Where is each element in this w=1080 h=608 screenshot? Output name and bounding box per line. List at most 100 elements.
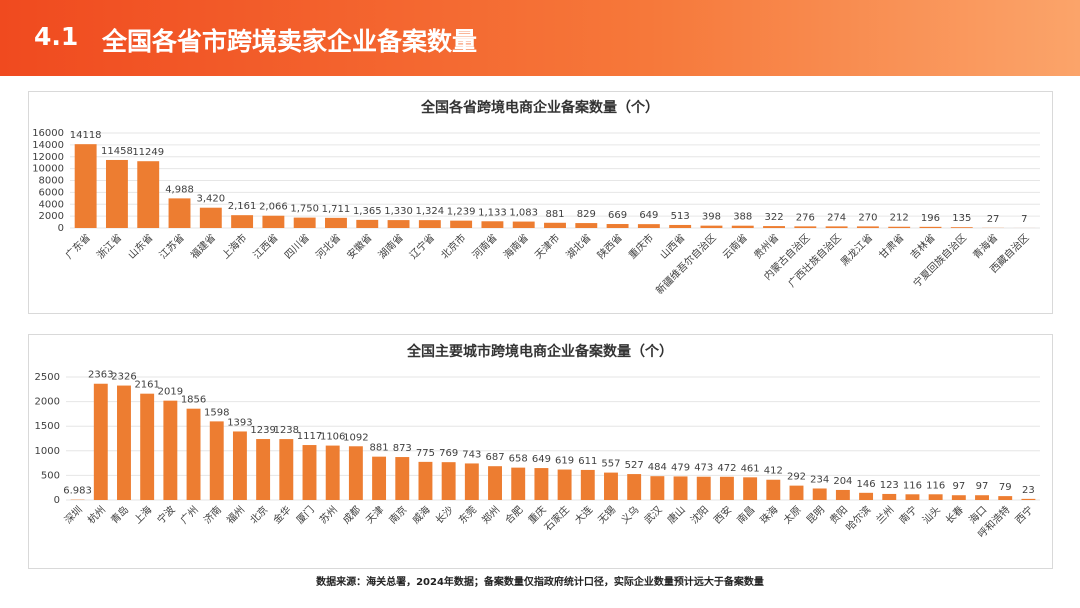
- value-label: 270: [858, 212, 877, 223]
- bar: [975, 495, 989, 500]
- bar: [1021, 498, 1036, 500]
- bar: [580, 469, 595, 500]
- value-label: 123: [880, 480, 899, 491]
- value-label: 11458: [101, 146, 133, 157]
- x-tick-label: 武汉: [641, 503, 664, 526]
- bar: [168, 198, 191, 228]
- x-tick-label: 昆明: [804, 504, 827, 527]
- x-tick-label: 山东省: [125, 231, 155, 261]
- bar: [650, 476, 665, 500]
- y-tick-label: 2000: [35, 397, 60, 408]
- value-label: 513: [671, 211, 690, 222]
- x-tick-label: 大连: [572, 503, 595, 526]
- bar: [951, 495, 966, 500]
- value-label: 1856: [181, 395, 206, 406]
- x-tick-label: 西宁: [1012, 503, 1035, 526]
- value-label: 557: [601, 459, 620, 470]
- bar: [348, 446, 363, 500]
- header-bar: 4.1 全国各省市跨境卖家企业备案数量: [0, 0, 1080, 76]
- bar: [696, 476, 711, 500]
- x-tick-label: 太原: [780, 503, 803, 526]
- bar: [441, 462, 456, 500]
- x-tick-label: 长沙: [433, 504, 456, 527]
- x-tick-label: 重庆市: [626, 231, 656, 261]
- value-label: 1,324: [416, 206, 445, 217]
- bar: [488, 466, 502, 500]
- bar: [627, 474, 642, 500]
- bar: [137, 161, 160, 228]
- bar: [232, 431, 247, 500]
- chart-title: 全国主要城市跨境电商企业备案数量（个）: [406, 343, 673, 360]
- x-tick-label: 郑州: [479, 503, 502, 526]
- bar: [637, 224, 660, 228]
- bar: [464, 463, 479, 500]
- y-tick-label: 1500: [35, 421, 60, 432]
- x-tick-label: 江苏省: [156, 231, 186, 261]
- x-tick-label: 吉林省: [907, 231, 937, 261]
- value-label: 23: [1022, 485, 1035, 496]
- value-label: 4,988: [165, 184, 194, 195]
- x-tick-label: 兰州: [873, 503, 896, 526]
- value-label: 881: [370, 443, 389, 454]
- bar: [763, 226, 785, 228]
- value-label: 527: [625, 460, 644, 471]
- bar: [835, 489, 850, 500]
- x-tick-label: 南宁: [896, 503, 919, 526]
- x-tick-label: 宁波: [154, 503, 177, 526]
- x-tick-label: 汕头: [920, 504, 943, 527]
- value-label: 7: [1021, 214, 1027, 225]
- x-tick-label: 天津市: [532, 231, 562, 261]
- x-tick-label: 深圳: [62, 504, 85, 527]
- x-tick-label: 西安: [711, 503, 734, 526]
- bar: [919, 226, 942, 228]
- bar: [888, 226, 911, 228]
- x-tick-label: 广东省: [62, 231, 92, 261]
- bar: [279, 439, 294, 500]
- bar: [395, 457, 410, 500]
- value-label: 1117: [297, 431, 322, 442]
- x-tick-label: 青海省: [970, 231, 1000, 261]
- x-tick-label: 广州: [178, 504, 201, 527]
- x-tick-label: 南京: [386, 503, 409, 526]
- value-label: 79: [999, 482, 1012, 493]
- y-tick-label: 4000: [39, 199, 64, 210]
- bar: [481, 221, 504, 228]
- value-label: 212: [890, 213, 909, 224]
- bar: [606, 224, 629, 228]
- value-label: 619: [555, 456, 574, 467]
- section-title: 全国各省市跨境卖家企业备案数量: [102, 27, 478, 56]
- bar: [719, 476, 734, 500]
- y-tick-label: 8000: [39, 176, 64, 187]
- bar: [859, 492, 874, 500]
- value-label: 873: [393, 443, 412, 454]
- value-label: 743: [462, 449, 481, 460]
- value-label: 649: [532, 454, 551, 465]
- value-label: 687: [485, 452, 504, 463]
- value-label: 1598: [204, 407, 229, 418]
- bar: [731, 225, 754, 228]
- value-label: 881: [545, 209, 564, 220]
- bar: [512, 221, 535, 228]
- value-label: 1,239: [447, 207, 476, 218]
- bar: [575, 223, 598, 228]
- x-tick-label: 无锡: [595, 503, 618, 526]
- x-tick-label: 沈阳: [688, 503, 711, 526]
- x-tick-label: 义乌: [618, 503, 641, 526]
- x-tick-label: 天津: [364, 504, 387, 527]
- bar: [450, 220, 473, 228]
- x-tick-label: 浙江省: [94, 231, 124, 261]
- value-label: 276: [796, 212, 815, 223]
- x-tick-label: 哈尔滨: [843, 503, 873, 533]
- value-label: 484: [648, 462, 667, 473]
- bar: [743, 477, 758, 500]
- value-label: 196: [921, 213, 940, 224]
- x-tick-label: 河南省: [469, 231, 499, 261]
- value-label: 479: [671, 462, 690, 473]
- bar: [856, 226, 879, 228]
- bar: [766, 479, 781, 500]
- bar: [604, 472, 618, 500]
- y-tick-label: 500: [41, 470, 60, 481]
- x-tick-label: 长春: [943, 504, 966, 527]
- value-label: 97: [976, 481, 989, 492]
